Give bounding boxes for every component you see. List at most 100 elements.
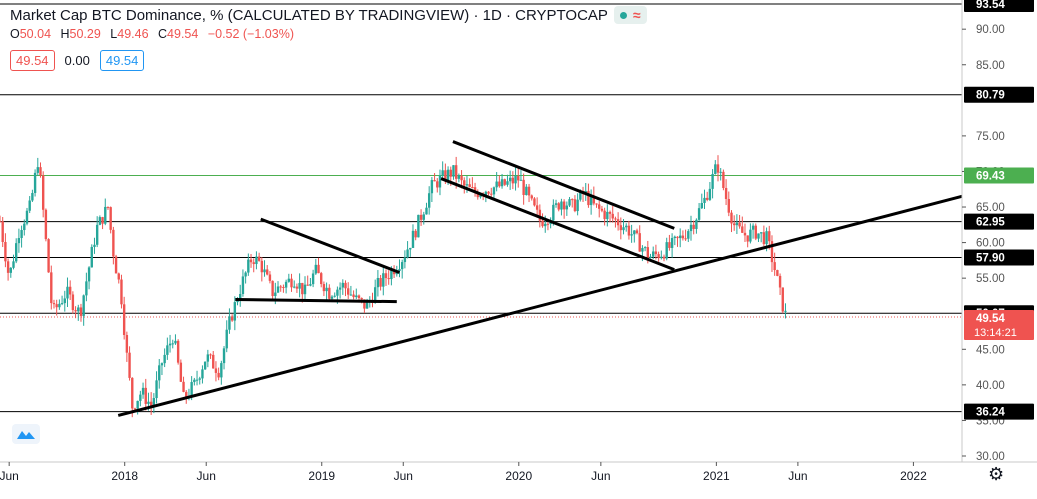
- candle-body: [58, 303, 61, 308]
- candle-body: [128, 352, 131, 378]
- candle-body: [279, 286, 282, 288]
- candle-body: [519, 179, 523, 181]
- candle-body: [625, 225, 628, 228]
- sell-price-badge[interactable]: 49.54: [10, 50, 55, 71]
- candle-body: [638, 233, 641, 252]
- candle-body: [85, 281, 88, 296]
- candle-body: [344, 282, 347, 289]
- gear-icon[interactable]: ⚙: [988, 464, 1005, 484]
- candle-body: [179, 362, 183, 382]
- candle-body: [668, 242, 671, 248]
- candle-body: [436, 181, 439, 188]
- candle-body: [322, 284, 326, 292]
- x-tick-label: Jun: [394, 469, 413, 483]
- candle-body: [0, 221, 2, 223]
- candle-body: [195, 379, 199, 381]
- candle-body: [468, 184, 471, 188]
- tradingview-logo-icon[interactable]: [12, 424, 40, 444]
- candle-body: [144, 387, 147, 404]
- candle-body: [414, 230, 417, 238]
- candle-body: [476, 192, 479, 198]
- candle-body: [454, 165, 458, 179]
- candle-body: [411, 230, 415, 248]
- candle-body: [68, 286, 72, 295]
- candle-body: [589, 195, 593, 206]
- candle-body: [600, 208, 604, 211]
- level-labels: 93.5480.7969.4362.9557.9050.0736.2449.54…: [964, 0, 1034, 420]
- candle-body: [166, 345, 169, 355]
- candle-body: [665, 242, 668, 259]
- candle-body: [716, 164, 720, 173]
- candle-body: [50, 272, 53, 304]
- candle-body: [562, 201, 566, 210]
- buy-price-badge[interactable]: 49.54: [99, 50, 145, 71]
- level-label: 57.90: [976, 253, 1005, 265]
- market-status-dot-icon: [619, 11, 627, 19]
- candle-body: [670, 238, 674, 248]
- candle-body: [290, 278, 293, 288]
- candle-body: [244, 272, 247, 277]
- time-axis: Jun 2018 Jun 2019 Jun 2020 Jun 2021 Jun 2022: [0, 462, 927, 483]
- candle-body: [252, 262, 255, 265]
- candle-body: [39, 167, 42, 176]
- candle-body: [708, 188, 712, 200]
- candle-body: [724, 187, 728, 199]
- x-tick-label: 2021: [703, 469, 730, 483]
- candle-body: [266, 269, 269, 275]
- candle-body: [627, 225, 631, 236]
- candle-body: [646, 247, 650, 258]
- candle-body: [71, 294, 75, 311]
- candle-body: [657, 254, 660, 259]
- candle-body: [274, 292, 277, 297]
- close-label: C: [158, 27, 168, 41]
- candle-body: [403, 257, 407, 263]
- candle-body: [293, 286, 296, 288]
- candle-body: [479, 194, 482, 198]
- candle-body: [12, 261, 15, 268]
- candle-body: [311, 273, 315, 285]
- candle-body: [198, 378, 201, 380]
- candle-body: [535, 205, 539, 210]
- candle-body: [309, 284, 312, 286]
- candle-body: [465, 184, 469, 186]
- candle-body: [55, 304, 58, 308]
- candle-body: [20, 230, 23, 239]
- y-tick-label: 30.00: [976, 451, 1005, 463]
- trendline: [260, 217, 401, 274]
- candle-body: [155, 380, 158, 399]
- candle-body: [471, 187, 474, 189]
- candle-body: [382, 273, 385, 287]
- candle-body: [452, 165, 455, 177]
- candle-body: [120, 279, 123, 305]
- symbol-title[interactable]: Market Cap BTC Dominance, % (CALCULATED …: [10, 6, 608, 24]
- candle-body: [660, 256, 663, 259]
- candle-body: [719, 171, 722, 173]
- candle-body: [104, 206, 107, 224]
- candle-body: [573, 199, 577, 212]
- level-label-box: [964, 213, 1034, 230]
- candle-body: [77, 307, 80, 312]
- candle-body: [616, 219, 620, 226]
- level-label: 93.54: [976, 0, 1005, 11]
- candle-body: [333, 295, 336, 297]
- candle-body: [341, 282, 345, 288]
- last-price-box: [964, 309, 1034, 340]
- candle-body: [700, 202, 703, 209]
- trendlines: [117, 140, 963, 417]
- candle-body: [98, 217, 102, 225]
- candle-body: [525, 186, 528, 196]
- candle-body: [376, 277, 380, 288]
- candle-body: [552, 204, 555, 221]
- candle-body: [722, 171, 725, 188]
- market-status-pill[interactable]: ≈: [613, 6, 647, 24]
- level-label-box: [964, 249, 1034, 266]
- candle-body: [630, 234, 633, 236]
- candle-body: [546, 223, 550, 225]
- candle-body: [257, 256, 261, 261]
- chart-legend: Market Cap BTC Dominance, % (CALCULATED …: [10, 6, 647, 71]
- candle-body: [190, 382, 193, 397]
- low-value: 49.46: [117, 27, 149, 41]
- candle-body: [152, 398, 156, 407]
